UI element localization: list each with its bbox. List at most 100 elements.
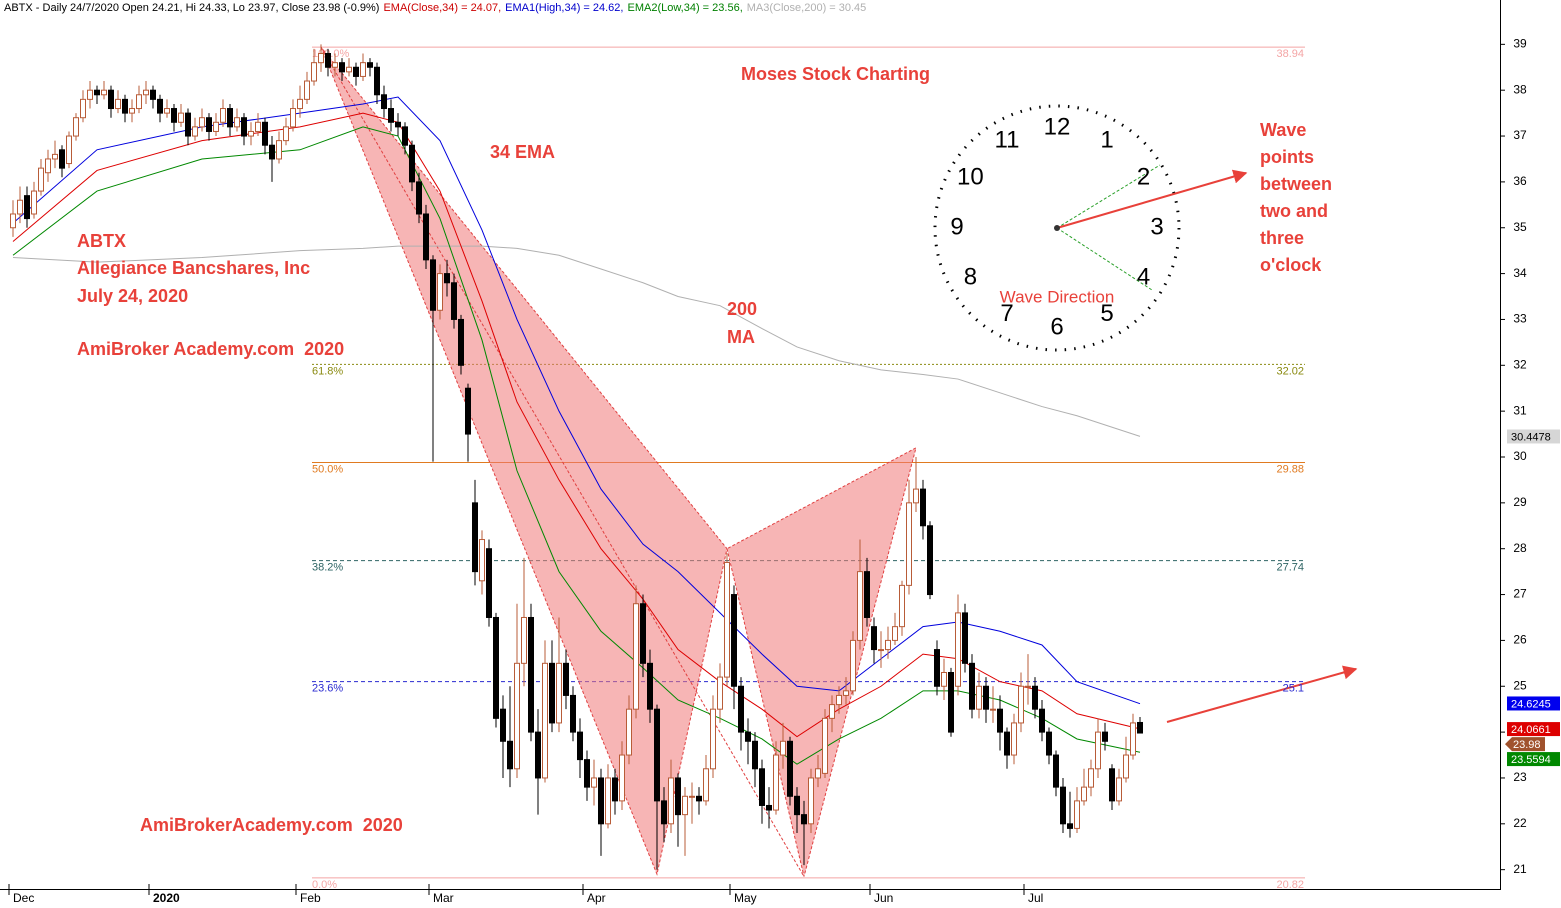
candle-body	[101, 89, 107, 96]
candle-body	[647, 662, 653, 710]
annotation: MA	[727, 327, 755, 347]
candle-body	[1074, 800, 1080, 829]
candle-body	[1032, 685, 1038, 710]
y-tick-label: 29	[1513, 495, 1527, 509]
annotation: AmiBroker Academy.com 2020	[77, 339, 344, 359]
x-tick-label: Jun	[874, 891, 893, 905]
candle-body	[1004, 731, 1010, 756]
candle-body	[556, 662, 562, 724]
candle-body	[374, 66, 380, 96]
candle-body	[710, 708, 716, 770]
x-tick-label: Dec	[13, 891, 34, 905]
candle-body	[486, 548, 492, 618]
candle-body	[1060, 786, 1066, 825]
candle-body	[143, 89, 149, 96]
candle-body	[983, 685, 989, 710]
y-tick-label: 37	[1513, 128, 1527, 142]
candle-body	[640, 603, 646, 664]
annotation: July 24, 2020	[77, 286, 188, 306]
header-item: EMA(Close,34) = 24.07,	[383, 2, 501, 14]
candle-body	[500, 708, 506, 742]
clock-center	[1054, 225, 1060, 231]
candle-body	[871, 626, 877, 651]
candle-body	[850, 639, 856, 692]
candle-body	[31, 190, 37, 215]
clock-hand	[1056, 227, 1153, 291]
clock-number: 2	[1137, 163, 1150, 190]
candle-body	[269, 144, 275, 160]
y-tick-label: 30	[1513, 449, 1527, 463]
candle-body	[934, 649, 940, 687]
candle-body	[1067, 823, 1073, 829]
x-tick-label: Mar	[433, 891, 454, 905]
candle-body	[864, 571, 870, 618]
candle-body	[738, 685, 744, 733]
candle-body	[255, 121, 261, 132]
annotation: Allegiance Bancshares, Inc	[77, 258, 310, 278]
candle-body	[332, 62, 338, 68]
candle-body	[927, 525, 933, 596]
y-tick-label: 26	[1513, 633, 1527, 647]
candle-body	[241, 117, 247, 137]
candle-body	[199, 117, 205, 128]
fib-value-label: 25.1	[1283, 683, 1304, 695]
clock-hand	[1056, 164, 1161, 229]
candle-body	[346, 66, 352, 73]
candle-body	[507, 740, 513, 770]
chart-header: ABTX - Daily 24/7/2020 Open 24.21, Hi 24…	[4, 2, 866, 14]
candle-body	[591, 777, 597, 788]
clock-number: 6	[1050, 313, 1063, 340]
candle-body	[1109, 768, 1115, 802]
fib-value-label: 20.82	[1276, 879, 1304, 891]
candle-body	[766, 804, 772, 811]
candle-body	[822, 717, 828, 774]
annotation: 34 EMA	[490, 142, 555, 162]
annotation: three	[1260, 228, 1304, 248]
y-tick-label: 32	[1513, 357, 1527, 371]
candle-body	[290, 108, 296, 128]
price-tag	[1505, 737, 1545, 752]
candle-body	[801, 814, 807, 825]
indicator-line	[12, 245, 1141, 437]
candle-body	[17, 199, 23, 215]
annotation: Wave	[1260, 120, 1306, 140]
candle-body	[227, 108, 233, 128]
fib-value-label: 32.02	[1276, 365, 1304, 377]
price-tag-label: 30.4478	[1511, 431, 1551, 443]
candle-body	[304, 80, 310, 100]
indicator-line	[12, 126, 1141, 765]
candle-body	[66, 135, 72, 165]
clock-number: 7	[1000, 300, 1013, 327]
price-tag	[1507, 429, 1560, 444]
candle-body	[150, 89, 156, 100]
candle-body	[297, 98, 303, 110]
candle-body	[94, 89, 100, 96]
annotation: ABTX	[77, 231, 126, 251]
candle-body	[388, 108, 394, 123]
candle-body	[598, 777, 604, 825]
candle-body	[717, 676, 723, 710]
y-tick-label: 33	[1513, 312, 1527, 326]
candle-body	[969, 662, 975, 710]
clock-number: 9	[950, 213, 963, 240]
candle-body	[626, 708, 632, 756]
y-tick-label: 34	[1513, 266, 1527, 280]
candle-body	[1081, 786, 1087, 802]
price-tag-label: 23.5594	[1511, 754, 1551, 766]
candle-body	[136, 94, 142, 110]
candle-body	[367, 62, 373, 68]
y-tick-label: 38	[1513, 82, 1527, 96]
candle-body	[654, 708, 660, 802]
candle-body	[682, 795, 688, 816]
candle-body	[1130, 722, 1136, 756]
y-tick-label: 22	[1513, 816, 1527, 830]
candle-body	[1025, 685, 1031, 688]
x-tick-label: May	[734, 891, 757, 905]
price-tag-label: 23.98	[1513, 739, 1541, 751]
candle-body	[402, 126, 408, 146]
candle-body	[815, 768, 821, 779]
candle-body	[24, 195, 30, 220]
price-tag	[1507, 696, 1560, 711]
candle-body	[311, 62, 317, 82]
candle-body	[1102, 731, 1108, 742]
